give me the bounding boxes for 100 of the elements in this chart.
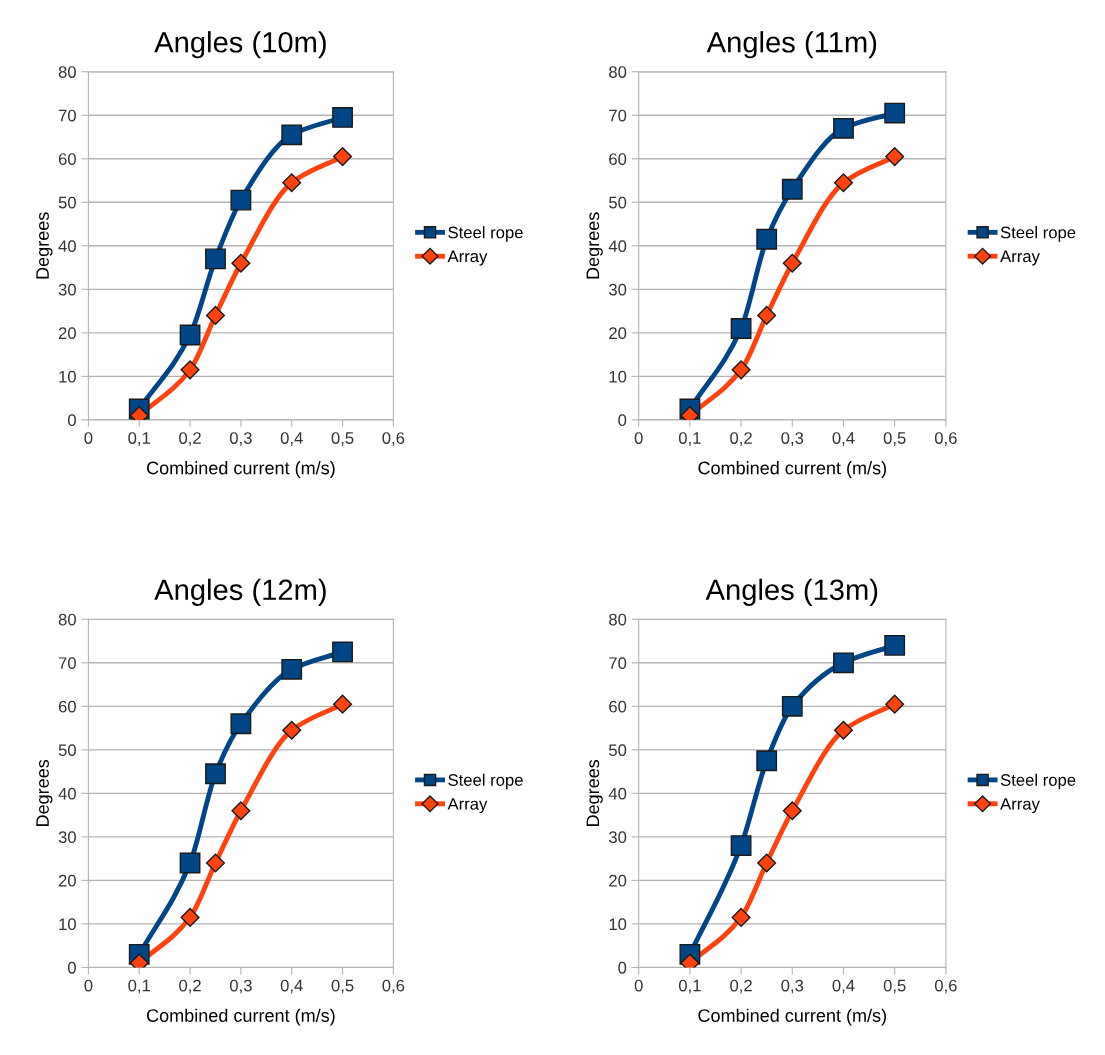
- x-tick-label: 0,5: [331, 979, 354, 994]
- y-tick-label: 60: [58, 153, 76, 165]
- y-tick-label: 80: [58, 66, 76, 78]
- point: [205, 248, 226, 270]
- point: [757, 853, 777, 873]
- x-tick-label: 0,5: [883, 432, 906, 446]
- legend-label: Steel rope: [448, 226, 523, 242]
- point: [833, 720, 854, 740]
- point: [281, 658, 303, 680]
- x-tick-label: 0,1: [128, 979, 150, 994]
- y-tick-label: 0: [618, 414, 627, 427]
- legend-label: Array: [447, 250, 488, 266]
- legend-label: Array: [1000, 250, 1040, 266]
- y-tick-label: 60: [609, 700, 627, 713]
- point: [884, 102, 906, 124]
- x-axis-title: Combined current (m/s): [698, 461, 886, 478]
- x-tick-label: 0,1: [128, 432, 150, 446]
- point: [180, 360, 200, 380]
- x-tick-label: 0: [634, 979, 643, 992]
- point: [884, 634, 906, 656]
- x-tick-label: 0,4: [832, 432, 855, 446]
- x-tick-label: 0,3: [229, 979, 252, 994]
- point: [230, 713, 252, 735]
- y-tick-label: 30: [608, 831, 627, 844]
- y-tick-label: 50: [609, 744, 627, 757]
- point: [179, 324, 201, 346]
- legend-label: Array: [447, 798, 488, 814]
- x-tick-label: 0,1: [678, 979, 701, 994]
- x-tick-label: 0,6: [934, 979, 957, 994]
- y-tick-label: 70: [609, 109, 627, 122]
- x-tick-label: 0: [84, 979, 93, 992]
- point: [231, 801, 251, 821]
- y-tick-label: 40: [608, 240, 627, 253]
- y-tick-label: 10: [609, 370, 627, 383]
- point: [205, 763, 226, 785]
- point: [730, 835, 752, 856]
- x-tick-label: 0,4: [280, 979, 303, 994]
- y-tick-label: 0: [67, 961, 76, 974]
- x-tick-label: 0,2: [179, 979, 201, 994]
- x-axis-title: Combined current (m/s): [147, 461, 335, 478]
- x-tick-label: 0,5: [331, 432, 354, 446]
- point: [833, 117, 854, 139]
- chart-title: Angles (11m): [706, 31, 877, 59]
- x-tick-label: 0,6: [382, 979, 405, 994]
- point: [757, 305, 777, 325]
- y-tick-label: 20: [58, 874, 76, 887]
- point: [231, 253, 251, 273]
- x-tick-label: 0,1: [678, 432, 701, 446]
- y-tick-label: 10: [59, 370, 76, 383]
- point: [833, 173, 854, 193]
- point: [885, 694, 905, 714]
- y-tick-label: 30: [58, 831, 76, 844]
- y-tick-label: 50: [58, 196, 76, 209]
- y-tick-label: 70: [58, 657, 76, 670]
- y-tick-label: 50: [609, 196, 627, 209]
- y-tick-label: 30: [58, 283, 76, 296]
- x-tick-label: 0,5: [883, 979, 906, 994]
- point: [731, 907, 751, 927]
- point: [281, 124, 303, 146]
- point: [782, 253, 802, 273]
- y-tick-label: 50: [58, 744, 76, 757]
- point: [332, 107, 353, 128]
- x-tick-label: 0,3: [229, 432, 252, 446]
- x-tick-label: 0,6: [382, 432, 405, 446]
- y-tick-label: 20: [609, 327, 627, 340]
- chart-title: Angles (13m): [705, 578, 878, 606]
- y-tick-label: 40: [58, 787, 76, 800]
- y-tick-label: 40: [608, 787, 627, 800]
- point: [332, 641, 353, 663]
- x-tick-label: 0,3: [781, 432, 804, 446]
- x-tick-label: 0: [84, 432, 93, 444]
- y-tick-label: 40: [58, 240, 76, 253]
- point: [333, 694, 353, 714]
- y-axis-title: Degrees: [586, 212, 603, 279]
- legend-label: Steel rope: [448, 773, 523, 790]
- x-tick-label: 0,2: [730, 979, 752, 994]
- point: [833, 652, 854, 674]
- point: [282, 173, 302, 193]
- y-tick-label: 20: [58, 327, 76, 340]
- legend-label: Steel rope: [1000, 226, 1076, 242]
- y-tick-label: 80: [609, 66, 627, 78]
- y-tick-label: 10: [59, 918, 76, 931]
- point: [782, 801, 802, 821]
- point: [205, 853, 226, 873]
- point: [205, 305, 226, 325]
- point: [731, 360, 751, 380]
- y-tick-label: 20: [609, 874, 627, 887]
- y-axis-title: Degrees: [36, 759, 53, 826]
- x-tick-label: 0,4: [280, 432, 303, 446]
- point: [781, 178, 803, 200]
- point: [885, 147, 905, 167]
- y-tick-label: 60: [58, 700, 76, 713]
- point: [730, 318, 752, 339]
- y-tick-label: 0: [618, 961, 627, 974]
- legend-label: Steel rope: [1000, 773, 1076, 790]
- point: [282, 720, 302, 740]
- x-tick-label: 0,3: [781, 979, 804, 994]
- point: [756, 750, 778, 772]
- y-tick-label: 10: [609, 918, 627, 931]
- chart-title: Angles (10m): [154, 31, 326, 59]
